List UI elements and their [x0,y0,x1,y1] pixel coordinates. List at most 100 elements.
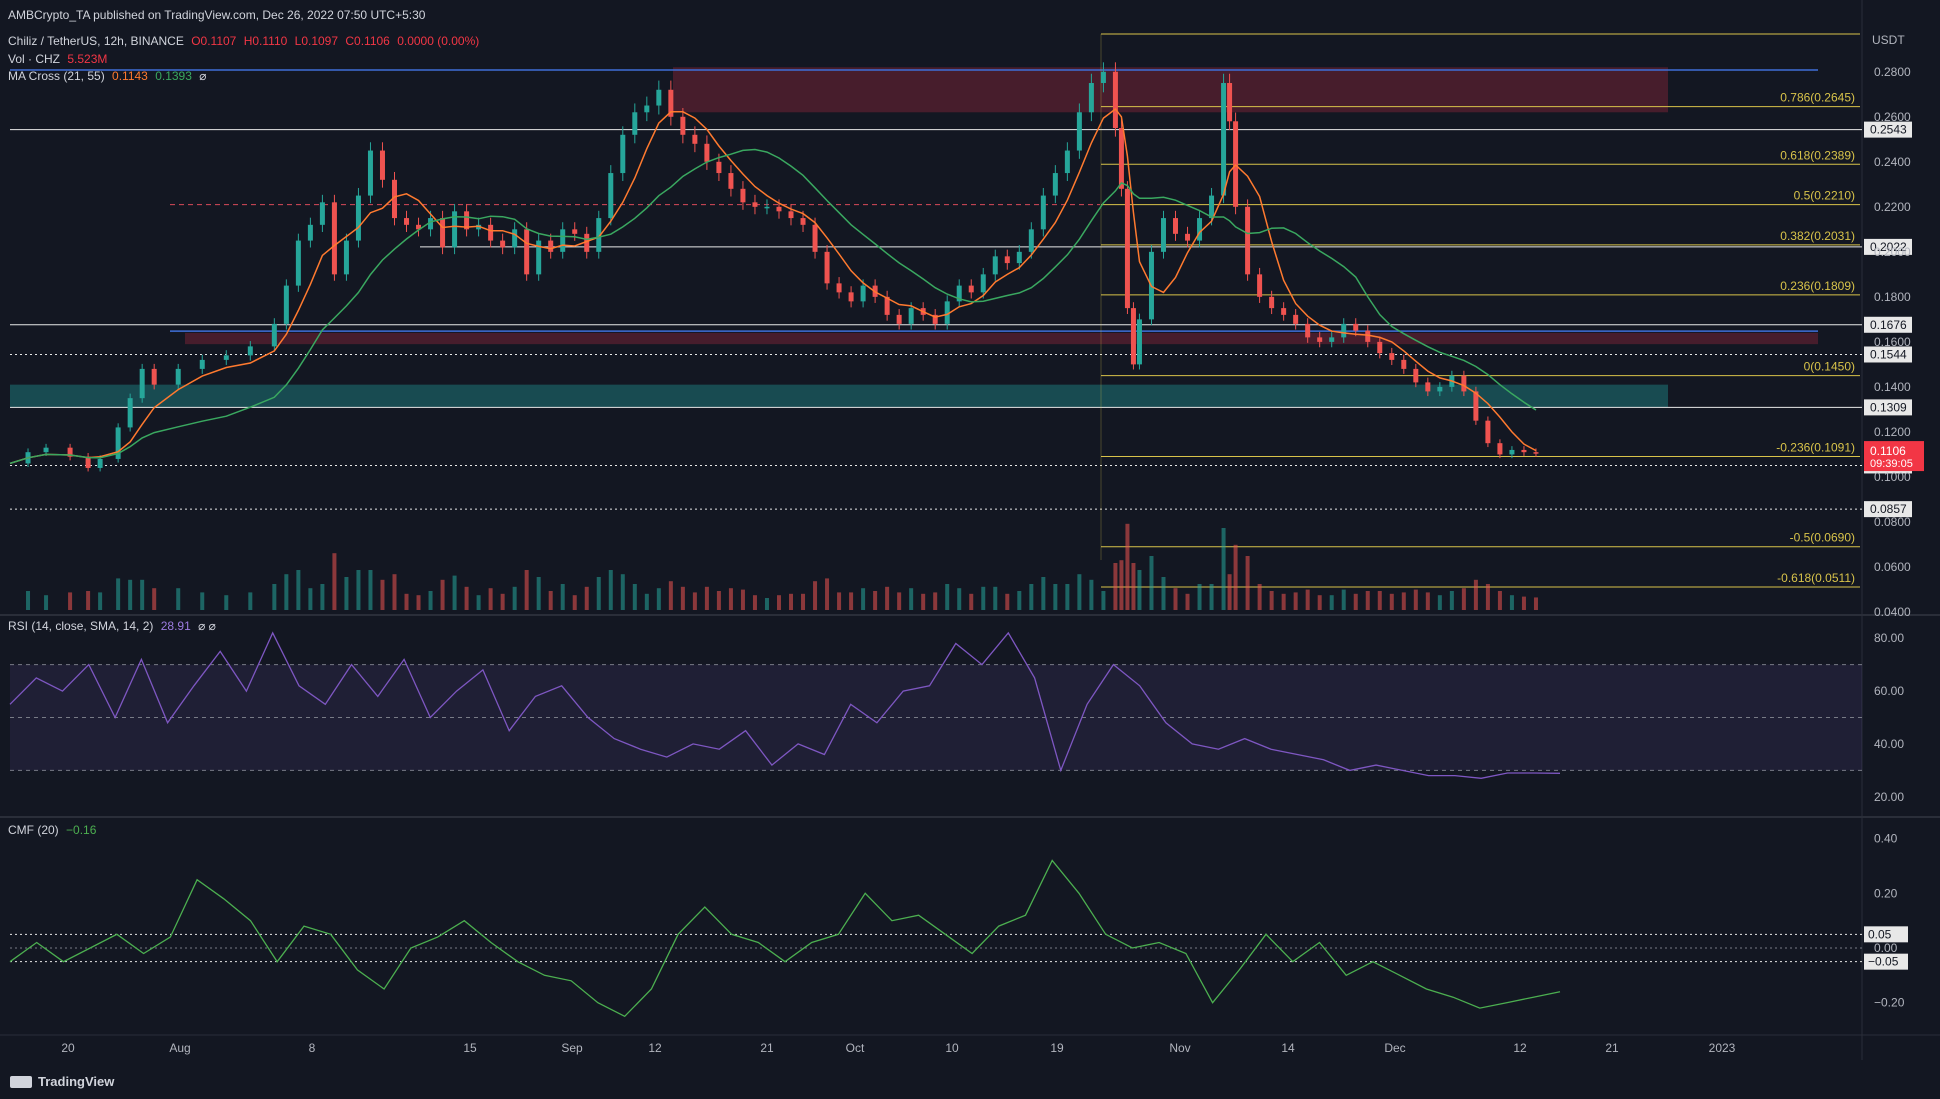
candle-body [1329,337,1335,342]
candle-body [1509,449,1515,455]
candle-body [500,240,506,248]
x-tick: Aug [169,1041,190,1055]
candle-body [560,229,566,252]
volume-bar [140,579,145,610]
x-tick: 12 [1513,1041,1527,1055]
volume-bar [1305,589,1310,610]
price-tick: 0.1400 [1874,380,1911,394]
fib-label: -0.236(0.1091) [1776,440,1855,454]
candle-body [1365,330,1371,342]
candle-body [788,211,794,219]
volume-line: Vol · CHZ 5.523M [8,52,111,66]
ma-extra: ⌀ [199,69,207,83]
volume-bar [1281,593,1286,610]
volume-bar [404,593,409,610]
volume-bar [452,575,457,610]
level-label: 0.1309 [1870,400,1907,414]
candle-body [97,458,103,468]
candle-body [1130,308,1136,365]
fib-label: 0.236(0.1809) [1780,279,1855,293]
volume-bar [1317,595,1322,610]
candle-body [968,285,974,293]
candle-body [67,447,73,457]
ma-fast-line [9,108,1537,465]
cmf-level-label: −0.05 [1868,955,1899,969]
volume-bar [524,570,529,610]
volume-bar [608,570,613,610]
volume-bar [1473,579,1478,610]
candle-body [1052,173,1058,196]
candle-body [776,206,782,212]
symbol-name: Chiliz / TetherUS, 12h, BINANCE [8,34,184,48]
x-tick: Dec [1384,1041,1405,1055]
candle-body [223,355,229,360]
volume-bar [680,586,685,610]
volume-bar [1509,595,1514,610]
volume-bar [776,595,781,610]
footer-brand[interactable]: TradingView [10,1074,114,1089]
candle-body [692,134,698,144]
candle-body [355,195,361,241]
volume-bar [945,584,950,610]
candle-body [1413,368,1419,383]
rsi-value: 28.91 [160,619,191,633]
candle-body [283,285,289,324]
volume-bar [308,588,313,610]
volume-bar [1101,591,1106,610]
ma-slow-value: 0.1393 [155,69,192,83]
candle-body [512,229,518,248]
volume-bar [1221,528,1226,610]
candle-body [1293,314,1299,324]
candle-body [85,456,91,468]
quote-unit: USDT [1872,33,1905,47]
rsi-extra: ⌀ ⌀ [198,619,216,633]
volume-bar [476,595,481,610]
x-tick: 21 [1605,1041,1619,1055]
volume-bar [668,581,673,610]
level-label: 0.1544 [1870,347,1907,361]
volume-bar [488,588,493,610]
volume-bar [440,579,445,610]
volume-bar [1041,577,1046,610]
price-tick: 0.2200 [1874,200,1911,214]
candle-body [247,346,253,356]
candle-body [1485,420,1491,444]
level-label: 0.2022 [1870,240,1907,254]
candle-body [1473,391,1479,421]
volume-bar [728,588,733,610]
price-tick: 0.0400 [1874,605,1911,619]
candle-body [1004,256,1010,264]
cmf-level-bg [1864,926,1908,943]
volume-bar [332,553,337,610]
volume-bar [86,591,91,610]
candle-body [139,368,145,399]
volume-bar [1461,588,1466,610]
candle-body [764,206,770,209]
level-label-bg [1864,399,1912,416]
candle-body [319,202,325,225]
candle-body [1040,195,1046,230]
volume-bar [380,579,385,610]
level-label-bg [1864,121,1912,138]
volume-bar [1485,584,1490,610]
candle-body [1016,251,1022,264]
candle-body [1028,229,1034,252]
candle-body [1425,382,1431,392]
volume-bar [596,577,601,610]
volume-bar [885,586,890,610]
cmf-label: CMF (20) [8,823,59,837]
x-tick: 15 [463,1041,477,1055]
volume-bar [1425,592,1430,610]
volume-bar [632,584,637,610]
publisher-line: AMBCrypto_TA published on TradingView.co… [8,8,429,22]
cmf-level-label: 0.05 [1868,927,1892,941]
volume-bar [512,586,517,610]
volume-bar [224,595,229,610]
price-tick: 0.1600 [1874,335,1911,349]
rsi-line: RSI (14, close, SMA, 14, 2) 28.91 ⌀ ⌀ [8,619,220,633]
volume-bar [897,592,902,610]
candle-body [391,179,397,219]
volume-bar [1017,591,1022,610]
volume-bar [176,588,181,610]
candle-body [1209,195,1215,219]
